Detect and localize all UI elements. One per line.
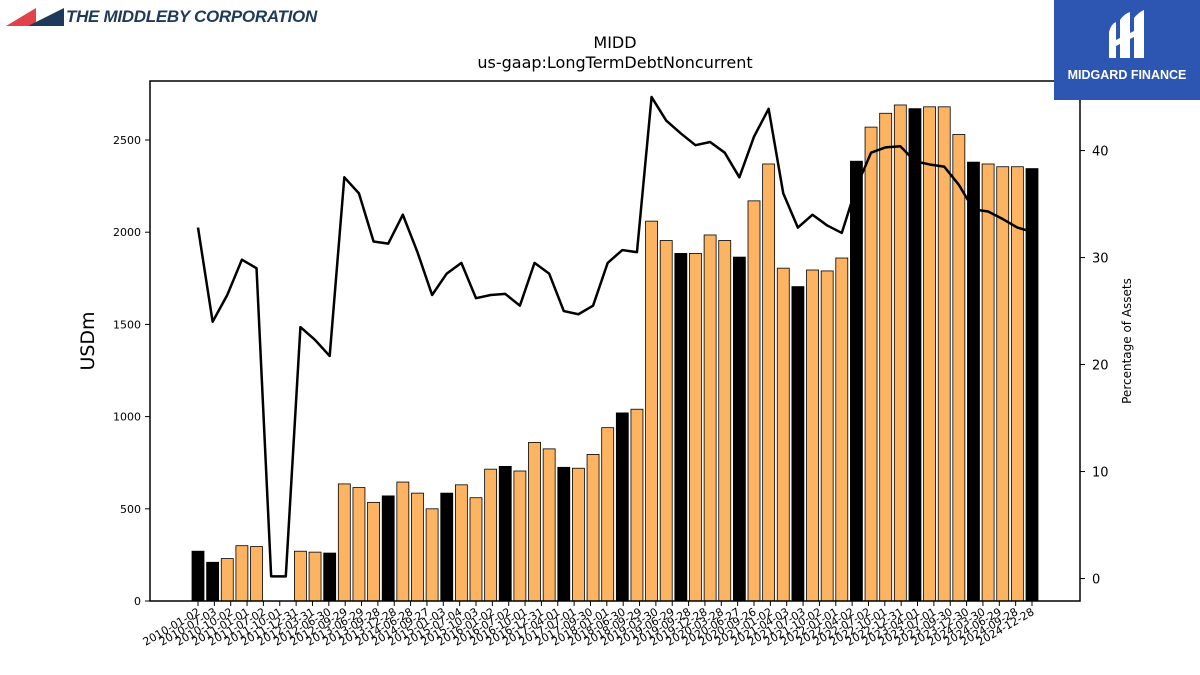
bar [835,257,849,602]
bar [294,550,307,602]
line-series [196,95,1033,578]
bar [762,163,776,602]
y-tick-label: 1500 [113,318,141,331]
y-axis-label: USDm [77,311,99,370]
bar [703,234,717,602]
bar [191,550,205,602]
bar [352,487,366,602]
bar [308,551,322,602]
bar [747,200,761,602]
bar [923,106,936,602]
middleby-logo: THE MIDDLEBY CORPORATION [6,4,317,30]
bar [893,104,907,602]
bar [542,448,556,602]
bar [220,558,234,602]
y2-tick-label: 40 [1092,145,1109,160]
bar [440,492,454,602]
bar [674,253,688,602]
x-axis-ticks: 2010-01-022010-07-032010-10-022011-01-01… [141,601,1037,649]
bar [996,166,1010,602]
middleby-mark-icon [6,8,64,26]
bar [952,134,966,602]
y-tick-label: 500 [120,503,141,516]
y-tick-label: 0 [134,595,141,608]
bar [850,160,863,602]
bar [732,256,746,602]
bar [498,465,512,602]
bar [528,442,541,602]
bar [425,508,439,602]
bar [206,561,220,602]
bar [981,163,995,602]
bar [469,497,483,602]
bar [235,545,249,602]
bar [967,161,980,602]
bar [586,453,600,602]
midgard-brand-text: MIDGARD FINANCE [1067,68,1187,82]
y2-tick-label: 10 [1092,466,1109,481]
y-tick-label: 1000 [113,411,141,424]
plot-frame [149,80,1081,602]
bar [718,240,732,602]
bar [1010,166,1024,602]
chart-subtitle: us-gaap:LongTermDebtNoncurrent [477,53,752,72]
bar [791,286,805,602]
bar [337,483,351,602]
middleby-brand-text: THE MIDDLEBY CORPORATION [66,7,317,26]
bar [513,470,527,602]
bar [864,126,878,602]
bar [323,552,337,602]
bar [879,112,893,602]
bar [615,412,629,602]
bar [806,269,819,602]
y2-axis-ticks: 0 10 20 30 40 [1080,145,1109,588]
bar [572,467,585,602]
y2-tick-label: 20 [1092,359,1109,374]
bar [645,220,658,602]
bar [776,267,790,602]
bar [908,108,922,602]
bar [557,466,571,602]
y-tick-label: 2500 [113,134,141,147]
y2-axis-label: Percentage of Assets [1120,278,1134,404]
bar [630,408,644,602]
midgard-logo: MIDGARD FINANCE [1054,0,1200,100]
series-line [196,95,1033,578]
midgard-mark-icon [1109,10,1144,58]
bar [689,253,702,602]
bar [484,468,498,602]
y-tick-label: 2000 [113,226,141,239]
y2-tick-label: 0 [1092,573,1100,588]
bar [820,270,834,602]
bar [659,240,673,602]
bar [250,546,263,602]
bar [601,427,615,602]
bar [454,484,468,602]
bar [381,495,395,602]
bar [411,492,424,602]
y2-tick-label: 30 [1092,252,1109,267]
bar [937,106,951,602]
bar-series [191,104,1039,602]
y-axis-ticks: 0 500 1000 1500 2000 2500 [113,134,150,608]
chart-title: MIDD [593,33,636,52]
bar [396,481,410,602]
bar [1025,168,1039,602]
bar [367,501,380,602]
